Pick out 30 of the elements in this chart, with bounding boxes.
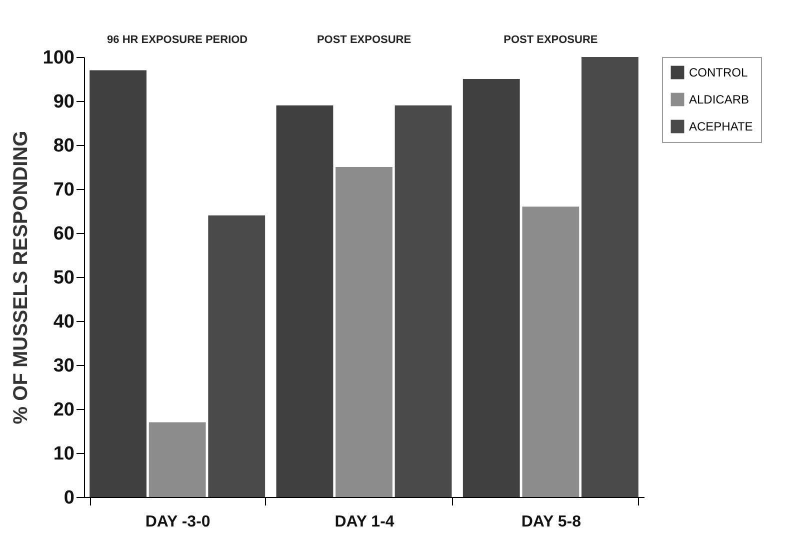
bar (148, 422, 206, 497)
bar (462, 79, 520, 497)
bar (581, 57, 638, 497)
y-tick-label: 100 (42, 48, 74, 68)
bar (336, 167, 392, 497)
y-tick-label: 80 (53, 136, 74, 156)
x-tick-label: DAY 5-8 (521, 514, 582, 530)
bar (276, 105, 334, 497)
text: POST EXPOSURE (504, 34, 598, 46)
y-tick-label: 0 (64, 488, 74, 508)
y-tick-label: 30 (53, 356, 74, 376)
legend-label: ACEPHATE (689, 120, 753, 134)
y-tick-label: 60 (53, 224, 74, 244)
legend-label: CONTROL (689, 66, 748, 80)
x-tick-label: DAY 1-4 (334, 514, 394, 530)
y-tick-label: 40 (53, 312, 74, 332)
x-tick-label: DAY -3-0 (145, 514, 210, 530)
bar (208, 215, 266, 497)
legend-label: ALDICARB (689, 92, 750, 106)
bar (522, 206, 580, 497)
bar (394, 105, 452, 497)
y-tick-label: 90 (53, 92, 74, 112)
text: POST EXPOSURE (316, 34, 412, 46)
text: 96 HR EXPOSURE PERIOD (107, 34, 248, 46)
y-tick-label: 20 (53, 400, 74, 420)
y-tick-label: 70 (53, 180, 74, 200)
y-tick-label: 10 (53, 444, 74, 464)
bar (90, 70, 147, 497)
y-tick-label: 50 (53, 268, 74, 288)
y-axis-title: % OF MUSSELS RESPONDING (10, 130, 32, 424)
